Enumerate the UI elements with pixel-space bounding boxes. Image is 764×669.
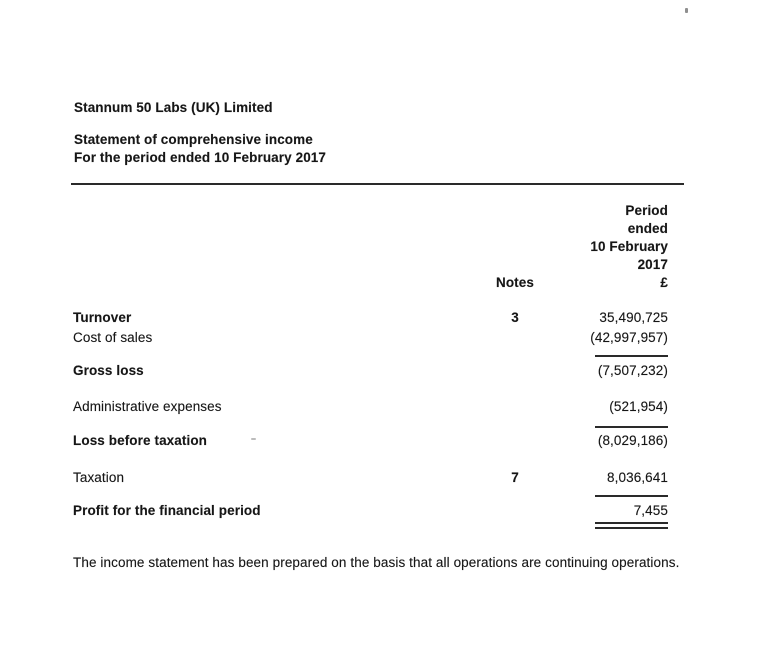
row-value: (521,954) bbox=[609, 399, 668, 414]
row-label: Administrative expenses bbox=[73, 399, 222, 414]
row-label: Loss before taxation bbox=[73, 433, 208, 448]
scan-artifact-dot bbox=[251, 438, 256, 440]
row-label: Turnover bbox=[73, 310, 132, 325]
table-row-gross-loss: Gross loss (7,507,232) bbox=[73, 363, 668, 379]
table-row-profit-for-period: Profit for the financial period 7,455 bbox=[73, 503, 668, 519]
row-label: Cost of sales bbox=[73, 330, 153, 345]
currency-column-header: £ bbox=[660, 275, 668, 290]
subtotal-rule bbox=[595, 495, 668, 497]
row-value: (7,507,232) bbox=[597, 363, 668, 378]
row-value: 35,490,725 bbox=[599, 310, 668, 325]
row-note-ref: 3 bbox=[511, 310, 519, 325]
continuing-operations-note: The income statement has been prepared o… bbox=[73, 555, 680, 570]
row-value: (42,997,957) bbox=[590, 330, 668, 345]
row-value: 8,036,641 bbox=[607, 470, 668, 485]
row-note-ref: 7 bbox=[511, 470, 519, 485]
row-label: Gross loss bbox=[73, 363, 144, 378]
row-value: 7,455 bbox=[633, 503, 668, 518]
period-header-line-3: 10 February bbox=[590, 239, 668, 254]
row-label: Profit for the financial period bbox=[73, 503, 261, 518]
scan-artifact-dot bbox=[685, 8, 688, 13]
subtotal-rule bbox=[595, 355, 668, 357]
table-row-turnover: Turnover 3 35,490,725 bbox=[73, 310, 668, 326]
table-row-cost-of-sales: Cost of sales (42,997,957) bbox=[73, 330, 668, 346]
table-row-administrative-expenses: Administrative expenses (521,954) bbox=[73, 399, 668, 415]
period-header-line-2: ended bbox=[627, 221, 668, 236]
company-name: Stannum 50 Labs (UK) Limited bbox=[74, 100, 273, 115]
subtotal-rule bbox=[595, 426, 668, 428]
table-row-taxation: Taxation 7 8,036,641 bbox=[73, 470, 668, 486]
row-label: Taxation bbox=[73, 470, 125, 485]
header-rule bbox=[71, 183, 684, 185]
period-header-line-1: Period bbox=[625, 203, 668, 218]
period-header-line-4: 2017 bbox=[637, 257, 668, 272]
total-double-rule bbox=[595, 522, 668, 529]
row-value: (8,029,186) bbox=[597, 433, 668, 448]
table-row-loss-before-taxation: Loss before taxation (8,029,186) bbox=[73, 433, 668, 449]
statement-title: Statement of comprehensive income bbox=[74, 132, 313, 147]
statement-subtitle: For the period ended 10 February 2017 bbox=[74, 150, 327, 165]
notes-column-header: Notes bbox=[495, 275, 534, 290]
